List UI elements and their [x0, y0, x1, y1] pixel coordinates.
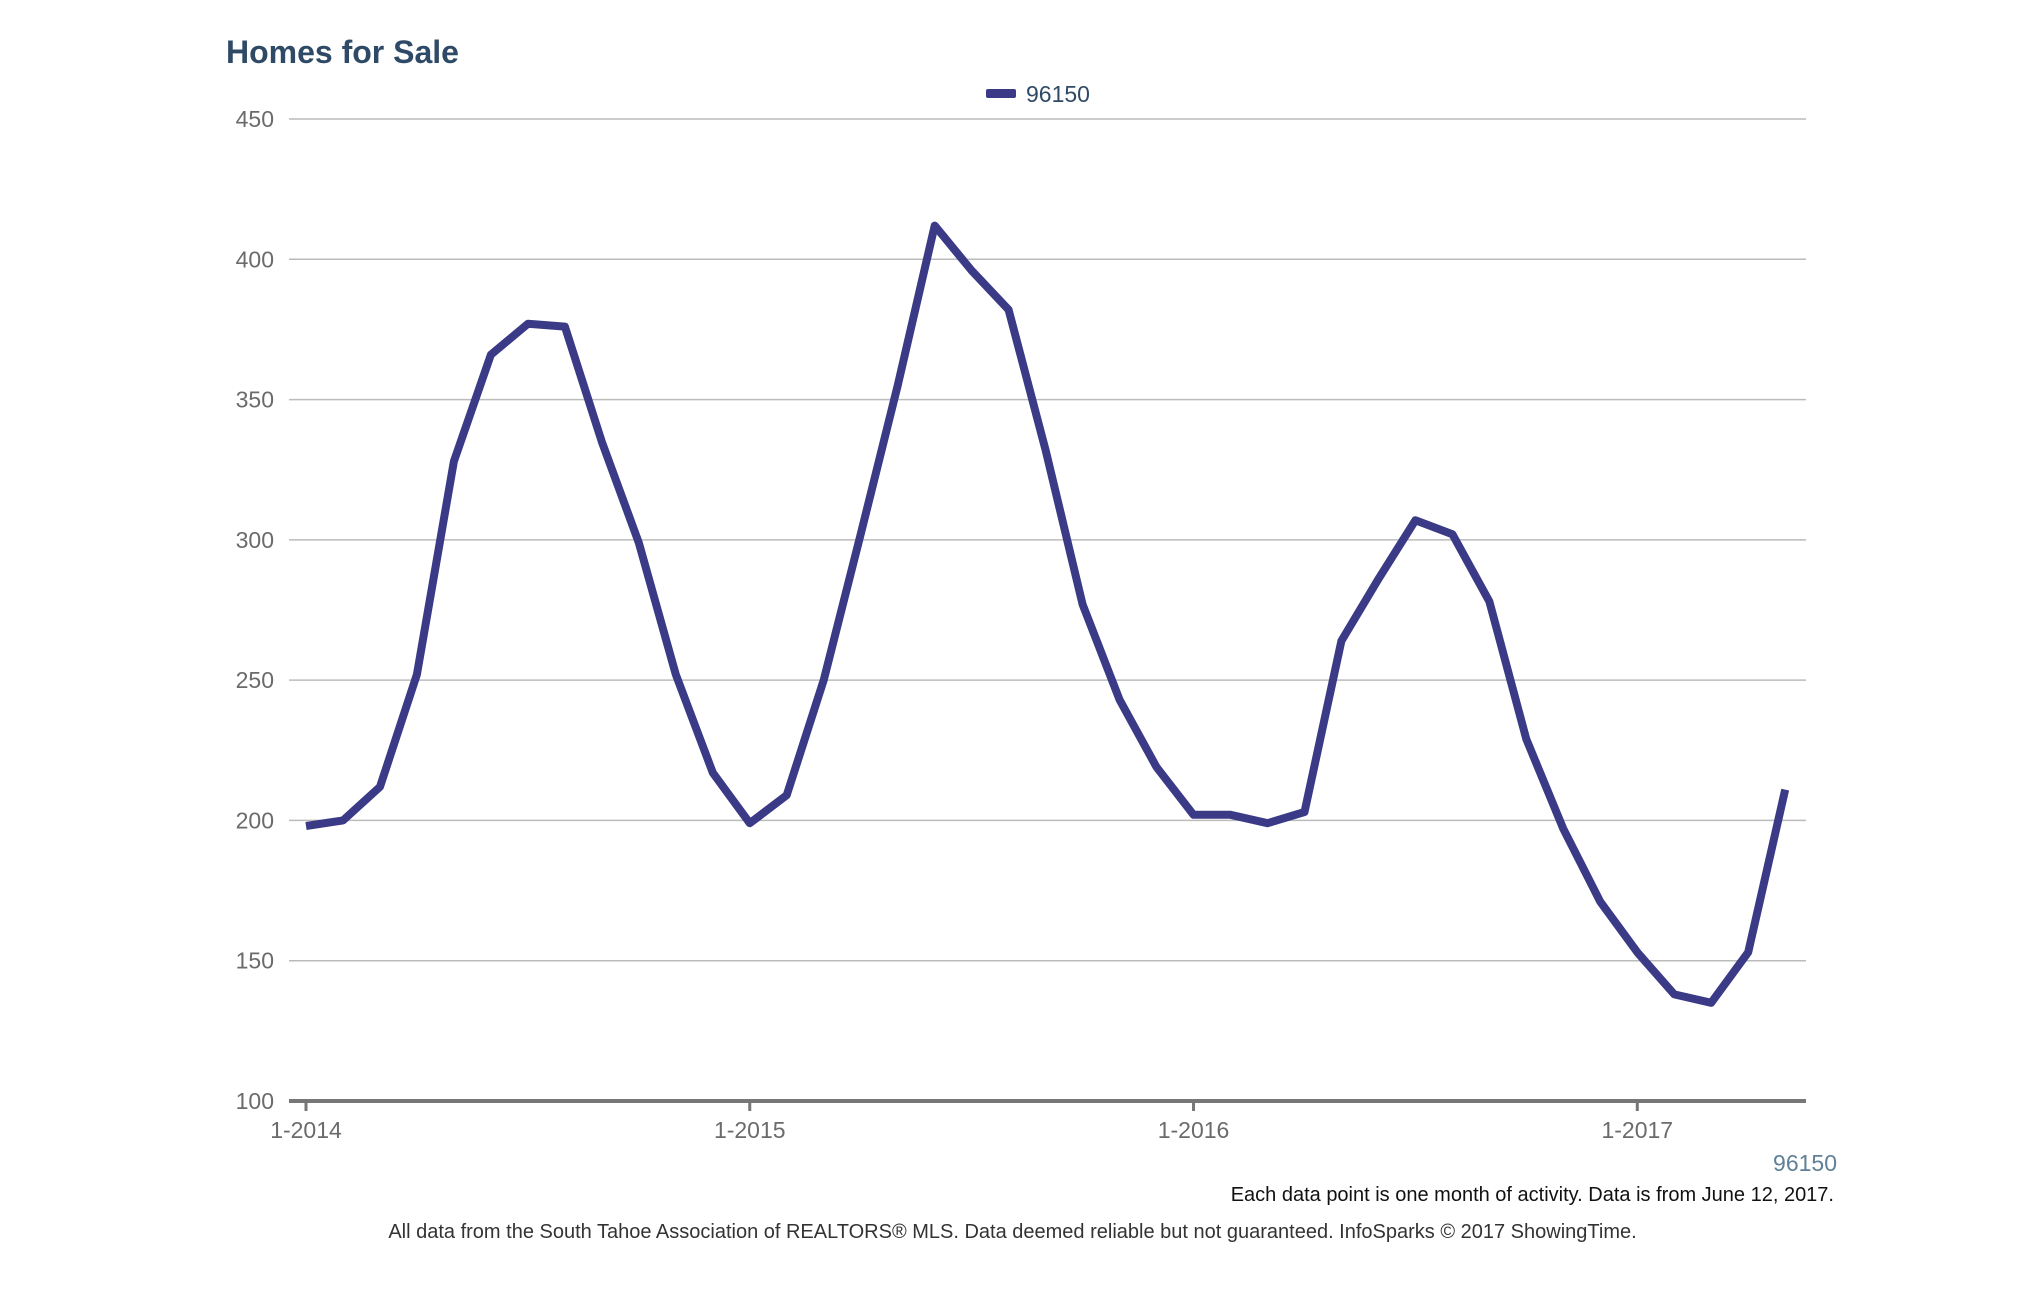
legend-label: 96150 — [1026, 81, 1090, 107]
y-tick-label: 250 — [236, 667, 274, 693]
activity-footnote: Each data point is one month of activity… — [1230, 1184, 1834, 1206]
y-tick-label: 150 — [236, 948, 274, 974]
x-tick-label: 1-2017 — [1601, 1117, 1673, 1143]
legend-swatch — [986, 89, 1016, 98]
gridlines — [289, 118, 1806, 962]
series-layer — [305, 221, 1790, 1007]
x-axis-tick-labels: 1-2014 1-2015 1-2016 1-2017 — [270, 1117, 1673, 1143]
x-tick-label: 1-2014 — [270, 1117, 342, 1143]
legend: 96150 — [986, 81, 1090, 107]
y-axis-tick-labels: 100 150 200 250 300 350 400 450 — [236, 106, 274, 1114]
x-axis — [289, 1099, 1806, 1111]
series-corner-label: 96150 — [1773, 1150, 1837, 1176]
y-tick-label: 100 — [236, 1088, 274, 1114]
y-tick-label: 200 — [236, 807, 274, 833]
x-tick-label: 1-2016 — [1158, 1117, 1230, 1143]
y-tick-label: 350 — [236, 387, 274, 413]
series-line-96150 — [305, 221, 1790, 1007]
source-footnote: All data from the South Tahoe Associatio… — [388, 1221, 1637, 1243]
y-tick-label: 450 — [236, 106, 274, 132]
y-tick-label: 300 — [236, 527, 274, 553]
chart-title: Homes for Sale — [226, 34, 459, 70]
x-tick-label: 1-2015 — [714, 1117, 786, 1143]
y-tick-label: 400 — [236, 246, 274, 272]
